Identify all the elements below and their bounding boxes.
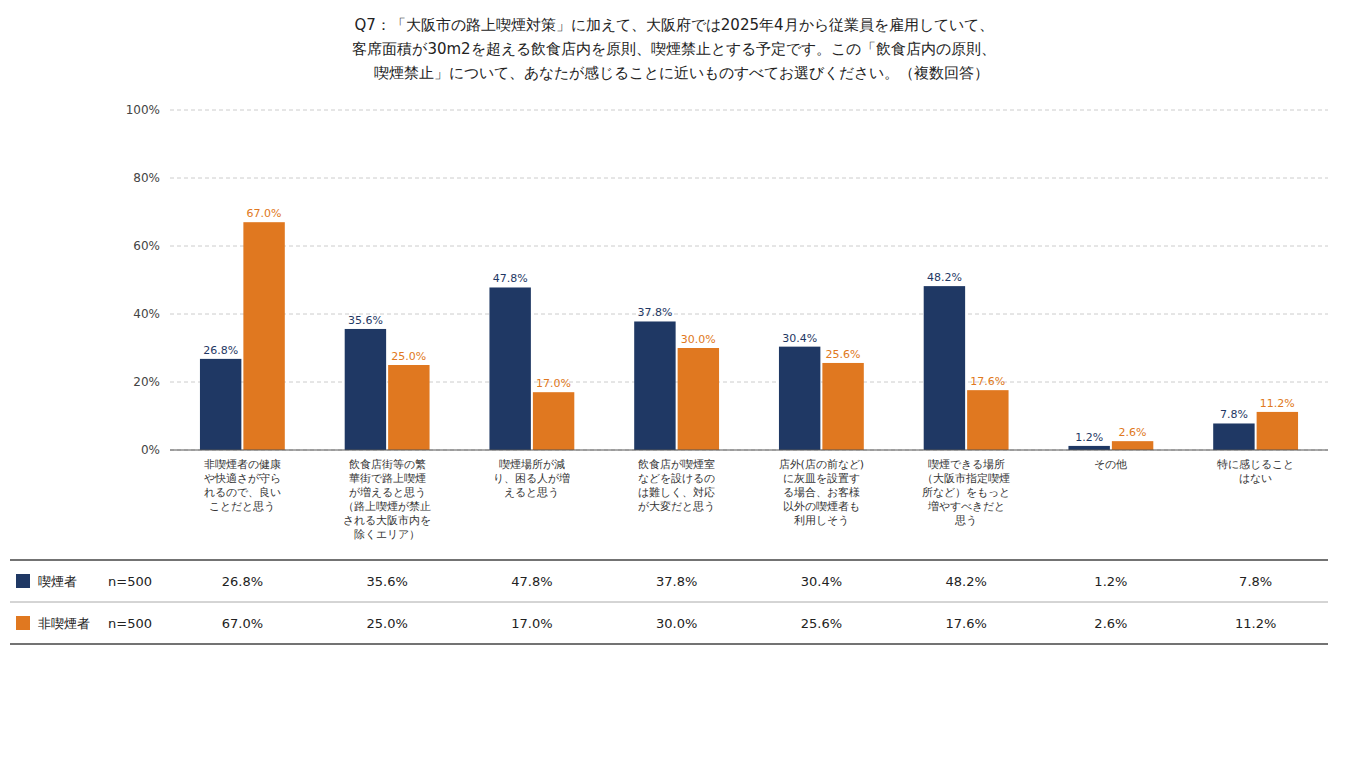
data-label: 17.6% (970, 375, 1005, 388)
table-value: 30.4% (801, 574, 842, 589)
table-value: 25.6% (801, 616, 842, 631)
x-tick-label: その他 (1094, 458, 1127, 471)
y-tick-label: 20% (133, 375, 160, 389)
grid (170, 110, 1328, 450)
bar (1257, 412, 1298, 450)
data-label: 7.8% (1220, 408, 1248, 421)
table-value: 17.6% (945, 616, 986, 631)
data-label: 35.6% (348, 314, 383, 327)
table-value: 17.0% (511, 616, 552, 631)
title: Q7：「大阪市の路上喫煙対策」に加えて、大阪府では2025年4月から従業員を雇用… (352, 16, 995, 82)
data-label: 25.6% (826, 348, 861, 361)
table-value: 7.8% (1239, 574, 1272, 589)
data-label: 30.4% (782, 332, 817, 345)
data-label: 2.6% (1119, 426, 1147, 439)
bar (678, 348, 719, 450)
bar (1068, 446, 1109, 450)
grid-line (170, 178, 1328, 179)
x-tick-label: 喫煙できる場所（大阪市指定喫煙所など）をもっと増やすべきだと思う (922, 458, 1010, 527)
data-label: 1.2% (1075, 431, 1103, 444)
legend-label: 喫煙者 (38, 574, 77, 589)
data-label: 30.0% (681, 333, 716, 346)
bar (200, 359, 241, 450)
grid-line (170, 450, 1328, 451)
table-value: 35.6% (366, 574, 407, 589)
data-label: 67.0% (247, 207, 282, 220)
bar (779, 347, 820, 450)
data-label: 17.0% (536, 377, 571, 390)
bar (388, 365, 429, 450)
table-value: 37.8% (656, 574, 697, 589)
bar (967, 390, 1008, 450)
table-rule (10, 602, 1328, 603)
bar (489, 287, 530, 450)
data-label: 47.8% (493, 272, 528, 285)
bar (243, 222, 284, 450)
x-tick-label: 特に感じることはない (1217, 458, 1294, 485)
legend-label: 非喫煙者 (38, 616, 90, 631)
x-tick-label: 飲食店街等の繁華街で路上喫煙が増えると思う（路上喫煙が禁止される大阪市内を除くエ… (343, 458, 431, 541)
y-tick-label: 40% (133, 307, 160, 321)
table-value: 11.2% (1235, 616, 1276, 631)
bars (200, 222, 1298, 450)
x-tick-label: 店外(店の前など)に灰皿を設置する場合、お客様以外の喫煙者も利用しそう (779, 458, 865, 527)
data-label: 25.0% (391, 350, 426, 363)
bar (533, 392, 574, 450)
x-tick-label: 喫煙場所が減り、困る人が増えると思う (493, 458, 570, 499)
bar (1213, 423, 1254, 450)
x-axis-line (170, 450, 1328, 451)
bar (345, 329, 386, 450)
bar (634, 321, 675, 450)
table-value: 47.8% (511, 574, 552, 589)
y-tick-label: 80% (133, 171, 160, 185)
data-label: 37.8% (637, 306, 672, 319)
grid-line (170, 314, 1328, 315)
bar (822, 363, 863, 450)
bar (924, 286, 965, 450)
table-value: 25.0% (366, 616, 407, 631)
data-label: 26.8% (203, 344, 238, 357)
data-label: 11.2% (1260, 397, 1295, 410)
x-tick-label: 非喫煙者の健康や快適さが守られるので、良いことだと思う (204, 458, 281, 513)
sample-size: n=500 (108, 574, 152, 589)
table-rule (10, 643, 1328, 645)
table-value: 1.2% (1094, 574, 1127, 589)
y-tick-label: 0% (141, 443, 160, 457)
table-value: 48.2% (945, 574, 986, 589)
table-value: 26.8% (222, 574, 263, 589)
table-rule (10, 559, 1328, 561)
table-value: 67.0% (222, 616, 263, 631)
grid-line (170, 110, 1328, 111)
data-label: 48.2% (927, 271, 962, 284)
sample-size: n=500 (108, 616, 152, 631)
legend-swatch (16, 616, 30, 630)
data-labels: 26.8% 35.6% 47.8% 37.8% 30.4% 48.2% 1.2% 7.8% 67… (203, 207, 1295, 444)
legend-table: 喫煙者 n=500 26.8% 35.6% 47.8% 37.8% 30.4% 48.2% 1.… (10, 560, 1328, 644)
bar (1112, 441, 1153, 450)
table-value: 30.0% (656, 616, 697, 631)
grid-line (170, 246, 1328, 247)
legend-swatch (16, 574, 30, 588)
table-value: 2.6% (1094, 616, 1127, 631)
y-tick-label: 100% (126, 103, 160, 117)
y-tick-label: 60% (133, 239, 160, 253)
chart: Q7：「大阪市の路上喫煙対策」に加えて、大阪府では2025年4月から従業員を雇用… (0, 0, 1348, 782)
grid-line (170, 382, 1328, 383)
x-tick-label: 飲食店が喫煙室などを設けるのは難しく、対応が大変だと思う (638, 458, 715, 513)
